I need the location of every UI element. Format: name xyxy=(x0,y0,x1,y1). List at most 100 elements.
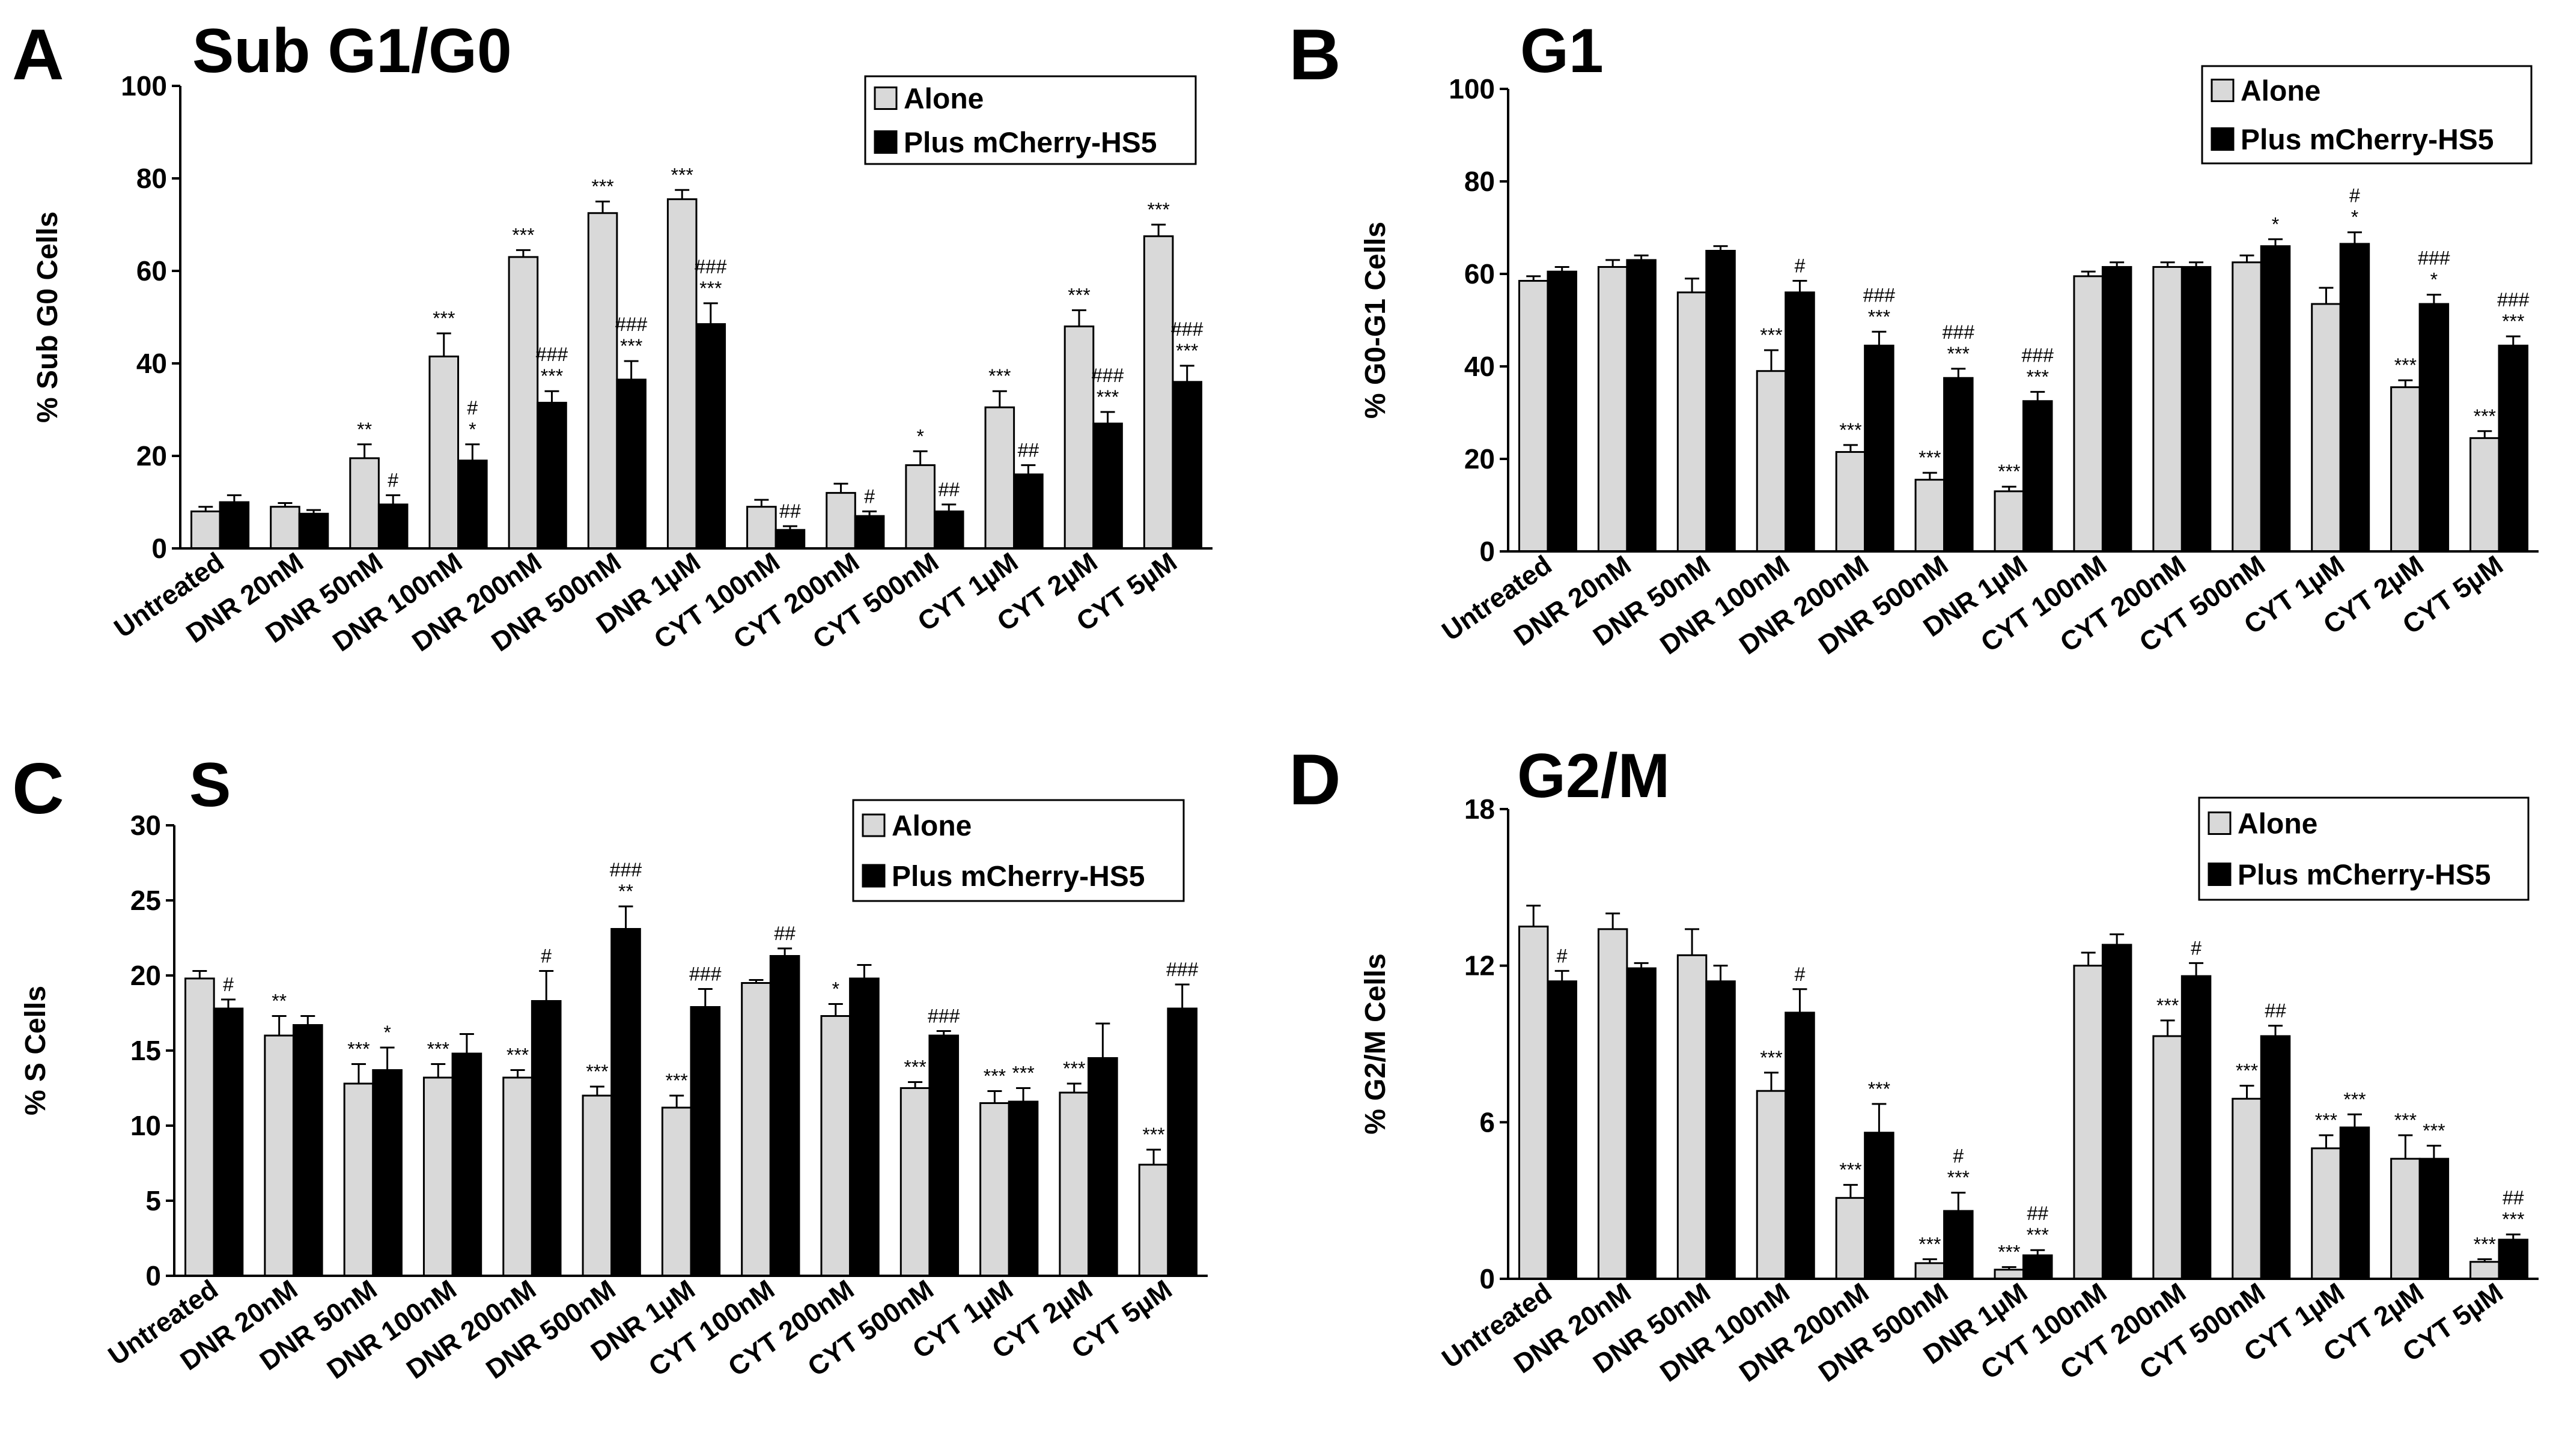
bar-a-alone-8 xyxy=(826,492,856,550)
significance-b-1-9-0: * xyxy=(2272,213,2279,235)
bar-b-alone-10 xyxy=(2311,303,2342,553)
significance-b-1-5-0: ### xyxy=(1943,321,1975,343)
significance-c-0-1-0: ** xyxy=(272,990,287,1012)
legend-label-d-alone: Alone xyxy=(2238,808,2317,840)
significance-b-0-4-0: *** xyxy=(1839,419,1861,441)
y-axis-label-d: % G2/M Cells xyxy=(1360,953,1392,1134)
bar-a-plus-3 xyxy=(457,460,488,550)
significance-c-1-4-0: # xyxy=(541,945,552,967)
significance-c-1-12-0: ### xyxy=(1166,959,1199,980)
bar-a-alone-5 xyxy=(587,212,618,550)
legend-a xyxy=(864,75,1197,165)
significance-a-1-10-0: ## xyxy=(1018,439,1039,461)
chart-panel-b: B G1% G0-G1 Cells020406080100************… xyxy=(1289,14,2539,661)
bar-d-plus-3 xyxy=(1785,1012,1815,1280)
significance-c-1-0-0: # xyxy=(223,974,234,995)
significance-c-0-8-0: * xyxy=(832,978,839,1000)
legend-swatch-d-alone xyxy=(2208,811,2232,835)
bar-b-plus-6 xyxy=(2022,400,2053,553)
bar-d-alone-7 xyxy=(2073,965,2104,1280)
y-axis-label-c: % S Cells xyxy=(20,986,52,1115)
bar-c-alone-3 xyxy=(422,1076,454,1277)
chart-title-b: G1 xyxy=(1520,16,1604,86)
bar-a-plus-6 xyxy=(695,323,726,550)
significance-d-1-10-0: *** xyxy=(2343,1088,2366,1110)
bar-d-alone-6 xyxy=(1994,1269,2024,1280)
significance-a-0-2-0: ** xyxy=(357,419,372,440)
bar-c-alone-4 xyxy=(502,1076,533,1277)
bar-a-alone-2 xyxy=(349,457,380,550)
y-tick-label-c-5: 25 xyxy=(130,885,161,916)
significance-d-1-5-0: # xyxy=(1953,1145,1964,1167)
significance-d-1-6-0: ## xyxy=(2027,1203,2048,1224)
significance-d-1-0-0: # xyxy=(1557,945,1568,966)
bar-d-plus-5 xyxy=(1943,1210,1974,1280)
bar-b-plus-0 xyxy=(1547,270,1577,553)
bar-b-alone-4 xyxy=(1835,450,1866,553)
y-tick-label-c-4: 20 xyxy=(130,960,161,991)
y-tick-label-d-3: 18 xyxy=(1464,793,1495,825)
significance-b-1-11-1: * xyxy=(2430,269,2438,291)
significance-d-0-5-0: *** xyxy=(1919,1233,1941,1255)
bar-b-plus-8 xyxy=(2180,265,2212,553)
bar-c-alone-6 xyxy=(661,1106,692,1277)
bar-b-alone-3 xyxy=(1756,370,1787,553)
y-tick-label-c-3: 15 xyxy=(130,1035,161,1066)
legend-label-b-alone: Alone xyxy=(2241,76,2320,108)
significance-c-1-7-0: ## xyxy=(774,923,796,944)
significance-b-1-12-1: *** xyxy=(2502,311,2524,332)
bar-c-alone-10 xyxy=(979,1102,1010,1277)
legend-swatch-d-plus xyxy=(2208,863,2232,886)
legend-label-a-plus: Plus mCherry-HS5 xyxy=(904,127,1157,159)
significance-d-0-8-0: *** xyxy=(2156,995,2179,1016)
bar-b-plus-7 xyxy=(2101,265,2132,553)
bar-b-plus-10 xyxy=(2339,243,2370,553)
bar-c-alone-12 xyxy=(1138,1163,1169,1277)
legend-swatch-b-alone xyxy=(2211,79,2235,102)
significance-d-1-5-1: *** xyxy=(1947,1167,1970,1189)
significance-b-1-6-0: ### xyxy=(2022,344,2054,366)
significance-a-1-8-0: # xyxy=(864,485,875,507)
bar-b-alone-1 xyxy=(1597,265,1628,553)
bar-d-plus-6 xyxy=(2022,1254,2053,1280)
significance-c-0-10-0: *** xyxy=(984,1066,1006,1087)
significance-c-1-6-0: ### xyxy=(689,963,722,985)
significance-d-1-4-0: *** xyxy=(1868,1078,1890,1100)
significance-c-1-9-0: ### xyxy=(928,1006,960,1027)
bar-d-alone-10 xyxy=(2311,1147,2342,1280)
significance-c-0-5-0: *** xyxy=(586,1061,608,1082)
panel-letter-d: D xyxy=(1289,739,1341,820)
bar-a-plus-1 xyxy=(298,512,329,550)
bar-a-plus-0 xyxy=(219,501,250,550)
bar-c-plus-12 xyxy=(1167,1007,1197,1277)
bar-a-alone-6 xyxy=(666,198,698,550)
y-tick-label-b-2: 40 xyxy=(1464,351,1495,382)
panel-letter-a: A xyxy=(12,14,64,95)
significance-a-1-7-0: ## xyxy=(779,500,801,522)
y-tick-label-a-4: 80 xyxy=(136,163,167,194)
bar-d-alone-12 xyxy=(2469,1261,2500,1280)
y-tick-label-c-0: 0 xyxy=(145,1260,161,1291)
chart-panel-a: A Sub G1/G0% Sub G0 Cells020406080100****… xyxy=(12,14,1213,658)
bar-c-plus-11 xyxy=(1088,1057,1118,1277)
significance-b-1-4-1: *** xyxy=(1868,306,1890,327)
y-tick-label-b-5: 100 xyxy=(1449,73,1495,105)
bar-d-plus-7 xyxy=(2101,944,2132,1280)
significance-a-0-4-0: *** xyxy=(512,224,534,246)
bar-a-plus-10 xyxy=(1013,473,1044,550)
significance-d-0-6-0: *** xyxy=(1998,1241,2020,1263)
bar-a-plus-5 xyxy=(616,378,647,550)
y-tick-label-d-1: 6 xyxy=(1479,1106,1495,1138)
y-tick-label-a-2: 40 xyxy=(136,348,167,379)
legend-b xyxy=(2201,65,2533,165)
significance-a-1-12-0: ### xyxy=(1171,318,1203,340)
y-tick-label-c-2: 10 xyxy=(130,1110,161,1141)
significance-a-1-4-0: ### xyxy=(536,344,568,365)
bar-b-alone-5 xyxy=(1914,479,1946,553)
bar-b-alone-9 xyxy=(2232,261,2262,553)
bar-c-plus-0 xyxy=(213,1007,244,1277)
significance-a-1-11-1: *** xyxy=(1097,386,1119,408)
bar-a-alone-9 xyxy=(905,464,936,550)
